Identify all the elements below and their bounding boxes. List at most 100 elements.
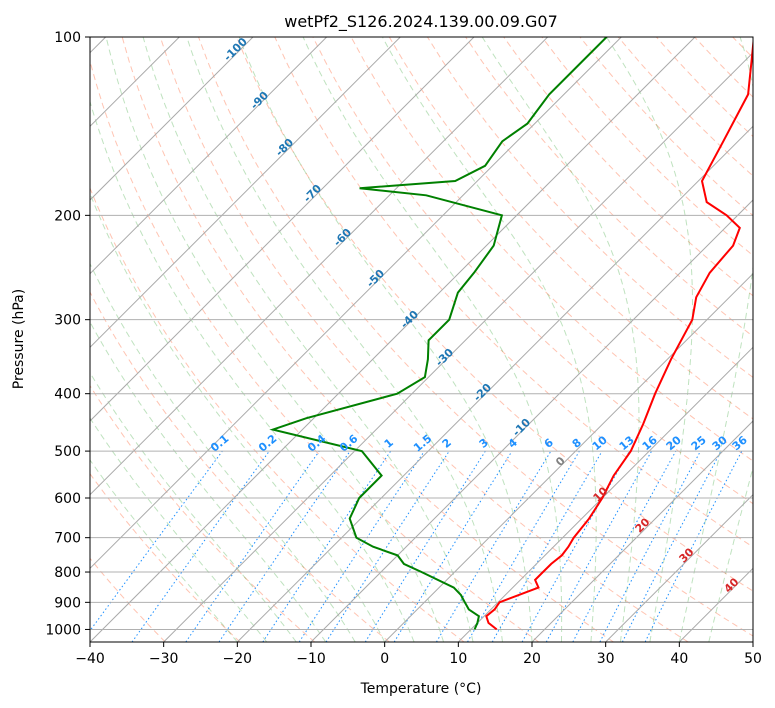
moist-adiabat <box>708 465 753 642</box>
x-tick-label: −20 <box>223 651 253 667</box>
mixing-ratio-label: 30 <box>710 433 730 453</box>
y-tick-label: 600 <box>54 491 81 507</box>
adiabat-label: -60 <box>331 226 354 249</box>
dry-adiabat <box>503 37 753 297</box>
dry-adiabat <box>90 472 241 642</box>
isotherm <box>90 37 475 422</box>
isotherm <box>752 641 753 642</box>
moist-adiabat <box>90 99 415 642</box>
moist-adiabat <box>238 37 533 642</box>
mixing-ratio-line <box>262 450 392 642</box>
mixing-ratio-line <box>298 450 425 642</box>
isotherm <box>90 37 696 642</box>
dry-adiabat <box>541 37 753 257</box>
adiabat-label: -80 <box>273 136 296 159</box>
moist-adiabat <box>90 417 268 642</box>
mixing-ratio-label: 8 <box>570 436 584 451</box>
dry-adiabat <box>90 384 316 642</box>
isotherm <box>236 125 753 642</box>
mixing-ratio-line <box>644 450 743 642</box>
mixing-ratio-label: 25 <box>689 433 709 453</box>
x-tick-label: 30 <box>597 651 615 667</box>
moist-adiabat <box>90 321 327 642</box>
mixing-ratio-line <box>185 450 320 642</box>
mixing-ratio-line <box>218 450 351 642</box>
moist-adiabat <box>186 37 503 642</box>
y-tick-label: 1000 <box>45 622 81 638</box>
dry-adiabat <box>90 59 540 642</box>
moist-adiabat <box>481 37 640 642</box>
isotherm <box>310 199 753 642</box>
chart-title: wetPf2_S126.2024.139.00.09.G07 <box>284 12 558 32</box>
mixing-ratio-line <box>393 450 513 642</box>
isotherm <box>90 37 622 570</box>
mixing-ratio-line <box>131 450 270 642</box>
y-axis: 100 200 300 400 500 600 700 800 900 1000 <box>45 30 90 638</box>
y-tick-label: 800 <box>54 565 81 581</box>
line-labels: 0.1 0.2 0.4 0.6 1 1.5 2 3 4 6 8 10 13 16 20 25 30 36-100-… <box>208 35 750 596</box>
y-tick-label: 900 <box>54 595 81 611</box>
x-tick-label: 20 <box>523 651 541 667</box>
dry-adiabat <box>121 37 614 642</box>
dewpoint-profile <box>269 37 608 630</box>
x-tick-label: −40 <box>75 651 105 667</box>
background-lines <box>90 37 775 642</box>
data-series <box>269 37 753 631</box>
y-tick-label: 300 <box>54 313 81 329</box>
x-axis: −40 −30 −20 −10 0 10 20 30 40 50 <box>75 642 762 667</box>
mixing-ratio-label: 16 <box>640 433 660 453</box>
moist-adiabat <box>678 37 753 642</box>
y-tick-label: 700 <box>54 531 81 547</box>
moist-adiabat <box>90 371 297 642</box>
mixing-ratio-line <box>545 450 653 642</box>
dry-adiabat <box>694 37 753 98</box>
y-tick-label: 400 <box>54 387 81 403</box>
grid-lines <box>90 37 753 642</box>
isotherm <box>163 51 753 642</box>
moist-adiabat <box>90 459 238 642</box>
y-tick-label: 500 <box>54 444 81 460</box>
adiabat-label: -40 <box>398 308 421 331</box>
mixing-ratio-line <box>572 450 677 642</box>
mixing-ratio-line <box>364 450 486 642</box>
y-axis-label: Pressure (hPa) <box>11 289 27 389</box>
dry-adiabat <box>426 37 753 378</box>
moist-adiabat <box>90 192 386 642</box>
isotherm <box>90 37 254 201</box>
moist-adiabat <box>142 37 474 642</box>
mixing-ratio-label: 36 <box>730 433 750 453</box>
x-tick-label: −10 <box>296 651 326 667</box>
dry-adiabat <box>90 291 390 642</box>
adiabat-label: 30 <box>677 545 697 565</box>
moist-adiabat <box>606 37 693 642</box>
x-tick-label: 10 <box>449 651 467 667</box>
adiabat-label: -90 <box>248 89 271 112</box>
dry-adiabat <box>771 37 775 642</box>
isotherm <box>605 493 753 642</box>
dry-adiabat <box>159 37 689 642</box>
isotherm <box>457 346 753 642</box>
dry-adiabat <box>274 37 753 548</box>
adiabat-label: -10 <box>510 416 533 439</box>
dry-adiabat <box>732 37 753 59</box>
x-tick-label: 50 <box>744 651 762 667</box>
moist-adiabat <box>105 37 445 642</box>
adiabat-label: -30 <box>433 346 456 369</box>
temperature-profile <box>485 37 753 631</box>
dry-adiabat <box>350 37 753 462</box>
adiabat-label: -20 <box>471 381 494 404</box>
mixing-ratio-line <box>90 450 223 632</box>
x-tick-label: 40 <box>670 651 688 667</box>
mixing-ratio-label: 1 <box>382 436 396 451</box>
dry-adiabat <box>236 37 753 592</box>
adiabat-label: 20 <box>633 515 653 535</box>
isotherm <box>384 272 753 642</box>
moist-adiabat <box>302 37 563 642</box>
mixing-ratio-line <box>521 450 630 642</box>
dry-adiabat <box>90 186 465 642</box>
mixing-ratio-label: 2 <box>440 436 454 451</box>
isotherm <box>678 567 753 642</box>
isotherm <box>90 37 549 496</box>
dry-adiabat <box>656 37 753 138</box>
